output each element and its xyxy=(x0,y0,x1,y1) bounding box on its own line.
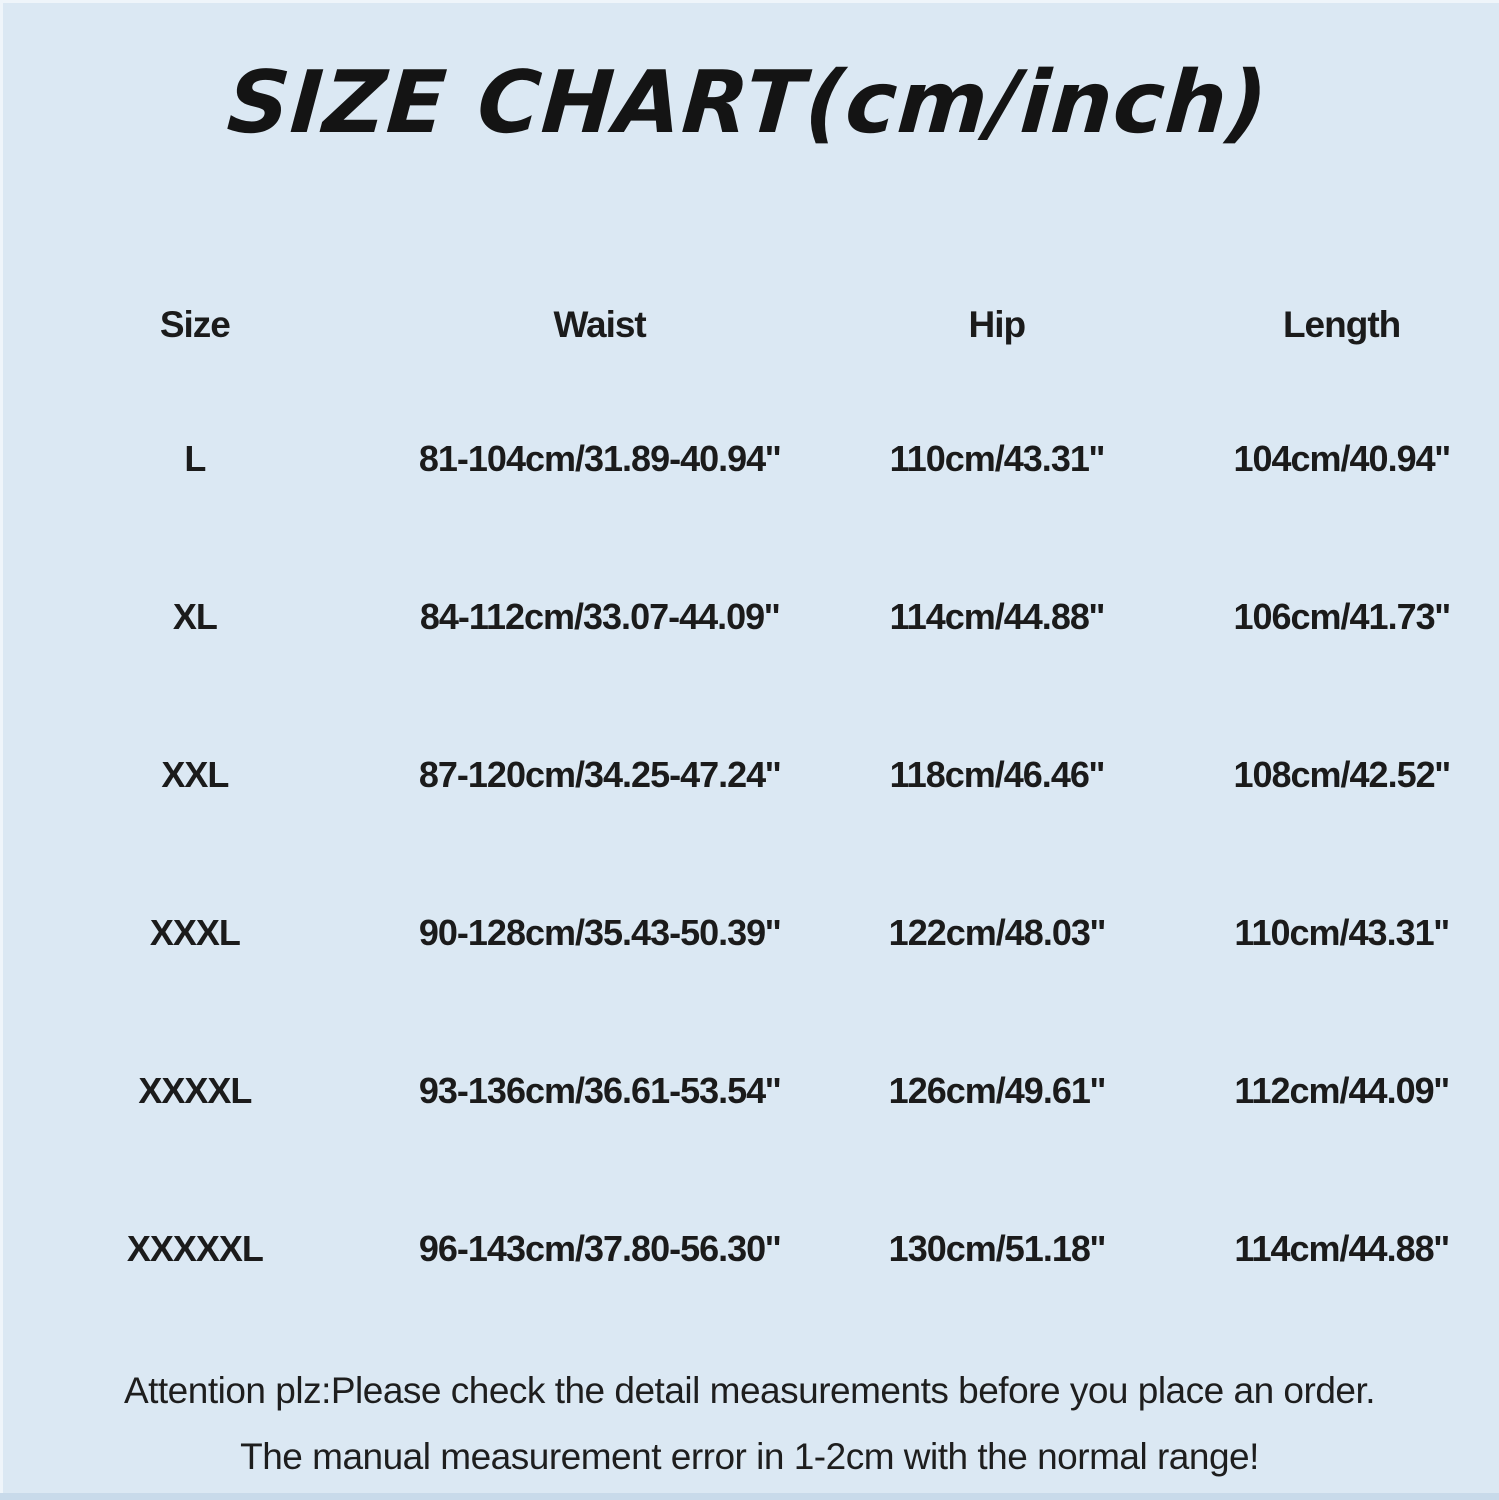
row-xl-length: 106cm/41.73'' xyxy=(1233,595,1450,637)
row-xxl-hip: 118cm/46.46'' xyxy=(889,753,1105,795)
table-row: XXXXXL 96-143cm/37.80-56.30'' 130cm/51.1… xyxy=(0,1170,1499,1328)
row-xxxl-waist: 90-128cm/35.43-50.39'' xyxy=(418,911,781,953)
header-hip: Hip xyxy=(968,303,1027,345)
row-xxxl-length: 110cm/43.31'' xyxy=(1234,911,1449,953)
row-xl-hip: 114cm/44.88'' xyxy=(889,595,1105,637)
attention-notes: Attention plz:Please check the detail me… xyxy=(0,1358,1499,1490)
row-l-size: L xyxy=(184,437,206,479)
header-size: Size xyxy=(159,303,231,345)
table-row: L 81-104cm/31.89-40.94'' 110cm/43.31'' 1… xyxy=(0,380,1499,538)
bottom-edge-strip xyxy=(0,1493,1499,1500)
row-xxxxxl-hip: 130cm/51.18'' xyxy=(888,1227,1106,1269)
row-xxxxl-waist: 93-136cm/36.61-53.54'' xyxy=(418,1069,781,1111)
table-row: XXXXL 93-136cm/36.61-53.54'' 126cm/49.61… xyxy=(0,1012,1499,1170)
row-xxxxl-length: 112cm/44.09'' xyxy=(1234,1069,1449,1111)
size-table: Size Waist Hip Length L 81-104cm/31.89-4… xyxy=(0,270,1499,1328)
row-xl-size: XL xyxy=(172,595,218,637)
row-l-length: 104cm/40.94'' xyxy=(1233,437,1450,479)
attention-line-2: The manual measurement error in 1-2cm wi… xyxy=(240,1435,1259,1477)
header-waist: Waist xyxy=(553,303,646,345)
row-xxxl-hip: 122cm/48.03'' xyxy=(888,911,1106,953)
row-xxxxxl-size: XXXXXL xyxy=(126,1227,264,1269)
row-xxxxxl-length: 114cm/44.88'' xyxy=(1234,1227,1449,1269)
header-length: Length xyxy=(1282,303,1401,345)
row-xxl-size: XXL xyxy=(161,753,229,795)
row-xxxxl-size: XXXXL xyxy=(138,1069,252,1111)
row-l-hip: 110cm/43.31'' xyxy=(889,437,1105,479)
table-row: XXL 87-120cm/34.25-47.24'' 118cm/46.46''… xyxy=(0,696,1499,854)
row-l-waist: 81-104cm/31.89-40.94'' xyxy=(418,437,781,479)
row-xl-waist: 84-112cm/33.07-44.09'' xyxy=(419,595,780,637)
attention-line-1: Attention plz:Please check the detail me… xyxy=(123,1369,1376,1411)
table-header-row: Size Waist Hip Length xyxy=(0,270,1499,380)
row-xxxl-size: XXXL xyxy=(149,911,241,953)
table-row: XXXL 90-128cm/35.43-50.39'' 122cm/48.03'… xyxy=(0,854,1499,1012)
row-xxl-length: 108cm/42.52'' xyxy=(1233,753,1450,795)
row-xxl-waist: 87-120cm/34.25-47.24'' xyxy=(418,753,781,795)
page-title: SIZE CHART(cm/inch) xyxy=(224,53,1272,153)
row-xxxxl-hip: 126cm/49.61'' xyxy=(888,1069,1106,1111)
table-row: XL 84-112cm/33.07-44.09'' 114cm/44.88'' … xyxy=(0,538,1499,696)
row-xxxxxl-waist: 96-143cm/37.80-56.30'' xyxy=(418,1227,781,1269)
